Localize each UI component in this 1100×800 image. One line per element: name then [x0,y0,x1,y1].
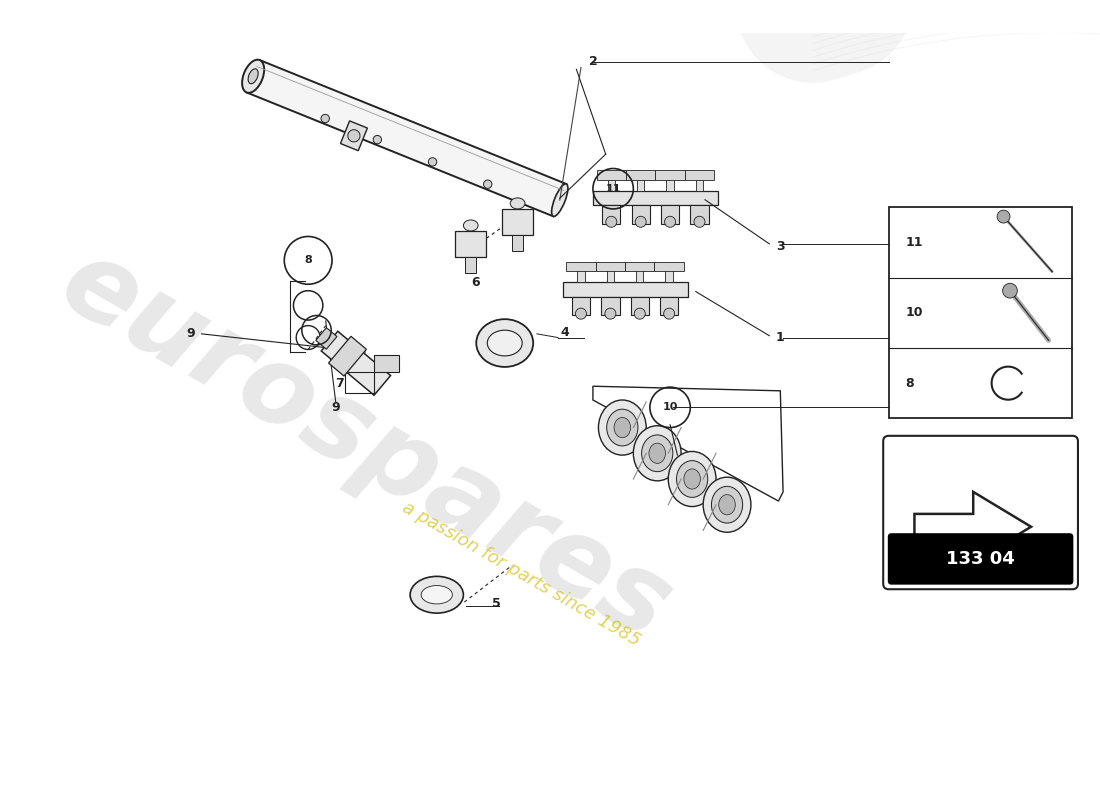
Circle shape [997,210,1010,223]
Text: 9: 9 [331,401,340,414]
Bar [654,262,684,271]
Text: 2: 2 [588,55,597,69]
Bar [607,174,615,190]
Circle shape [1002,283,1018,298]
Bar [465,257,476,274]
FancyBboxPatch shape [883,436,1078,590]
Bar [889,207,1072,418]
FancyBboxPatch shape [888,533,1074,585]
Text: 11: 11 [905,236,923,249]
Bar [572,297,591,315]
Bar [685,170,714,179]
Text: 7: 7 [336,377,344,390]
Bar [502,209,534,234]
Ellipse shape [476,319,534,367]
Polygon shape [340,121,367,150]
Text: eurospares: eurospares [42,229,689,663]
Circle shape [663,308,674,319]
Ellipse shape [421,586,452,604]
Circle shape [664,216,675,227]
Bar [656,170,685,179]
Text: 8: 8 [305,255,312,266]
Text: 11: 11 [605,184,620,194]
Circle shape [428,158,437,166]
Text: 1: 1 [776,331,784,344]
Bar [631,206,650,224]
Ellipse shape [718,494,735,515]
Ellipse shape [676,461,707,498]
Circle shape [605,308,616,319]
Bar [513,234,524,251]
Bar [667,174,674,190]
Text: 133 04: 133 04 [946,550,1015,568]
Circle shape [694,216,705,227]
Ellipse shape [712,486,743,523]
Ellipse shape [487,330,522,356]
Bar [602,206,620,224]
Bar [637,174,645,190]
Bar [625,262,654,271]
Circle shape [575,308,586,319]
Text: 4: 4 [560,326,569,338]
Bar [566,262,596,271]
Circle shape [373,135,382,144]
Ellipse shape [607,409,638,446]
Ellipse shape [641,435,673,472]
Bar [593,190,718,206]
Bar [345,373,374,393]
Bar [607,266,614,282]
Polygon shape [914,540,974,547]
Circle shape [606,216,617,227]
Ellipse shape [669,451,716,506]
Bar [630,297,649,315]
Bar [666,266,673,282]
Text: 9: 9 [186,327,195,340]
Bar [578,266,585,282]
Bar [374,355,399,372]
Circle shape [635,308,646,319]
Bar [562,282,688,297]
Text: 10: 10 [905,306,923,319]
Polygon shape [329,336,366,376]
Bar [636,266,644,282]
Ellipse shape [649,443,666,463]
Bar [626,170,656,179]
Ellipse shape [684,469,701,489]
Ellipse shape [634,426,681,481]
Bar [661,206,680,224]
Text: 5: 5 [492,598,500,610]
Circle shape [635,216,646,227]
Bar [691,206,708,224]
Ellipse shape [348,130,360,142]
Ellipse shape [510,198,525,209]
Ellipse shape [551,184,568,217]
Ellipse shape [463,220,478,231]
Text: 6: 6 [471,276,480,289]
Bar [596,262,625,271]
Circle shape [484,180,492,188]
Polygon shape [321,331,390,395]
Ellipse shape [242,60,264,93]
Text: 3: 3 [776,240,784,253]
Polygon shape [914,492,1031,562]
Text: 10: 10 [662,402,678,412]
Ellipse shape [703,477,751,532]
Bar [696,174,703,190]
Circle shape [321,114,329,122]
Bar [602,297,619,315]
Bar [455,231,486,257]
Polygon shape [246,60,566,216]
Ellipse shape [410,576,463,613]
Bar [596,170,626,179]
Text: 8: 8 [905,377,914,390]
Ellipse shape [249,69,258,84]
Ellipse shape [614,418,630,438]
Text: a passion for parts since 1985: a passion for parts since 1985 [399,498,644,650]
Polygon shape [316,328,337,350]
Bar [660,297,679,315]
Ellipse shape [598,400,646,455]
